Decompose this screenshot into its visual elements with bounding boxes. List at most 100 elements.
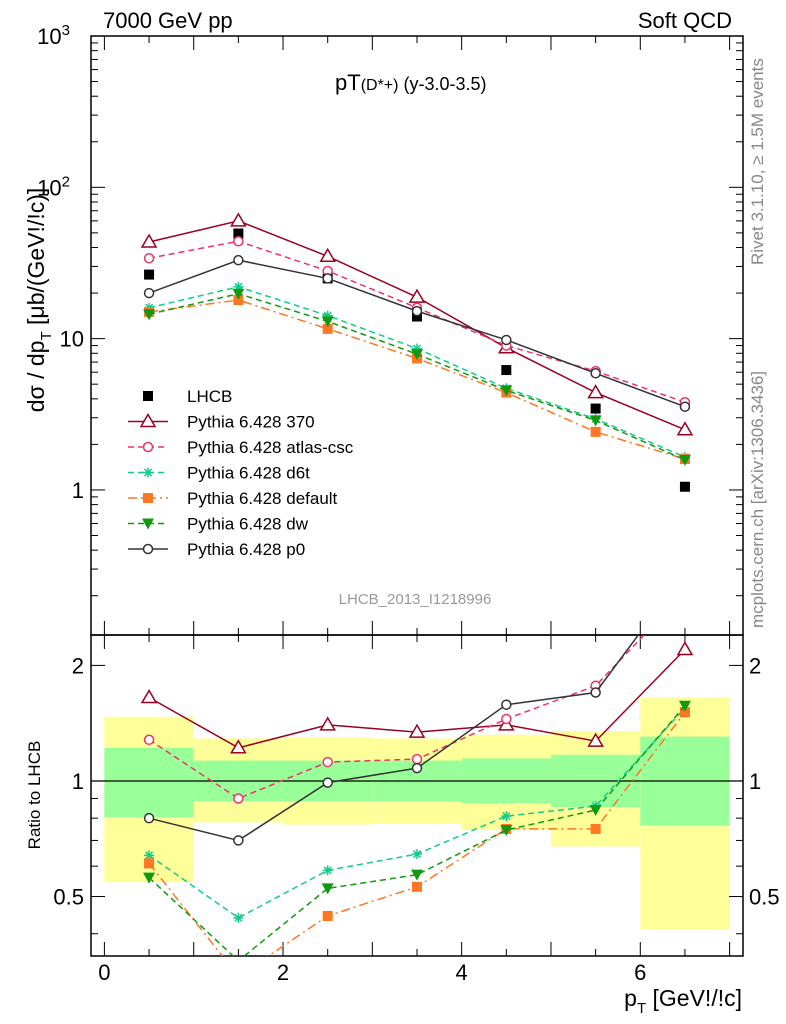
data-point-pythia-6-428-370-1 bbox=[230, 212, 247, 227]
plot-title-main: pT bbox=[335, 70, 361, 95]
ratio-point-pythia-6-428-dw-5 bbox=[589, 805, 602, 817]
ratio-point-pythia-6-428-d6t-1-stroke bbox=[234, 913, 243, 922]
ratio-y-tick-label-right: 0.5 bbox=[749, 885, 780, 910]
ratio-point-pythia-6-428-atlas-csc-0 bbox=[143, 734, 155, 746]
ratio-point-pythia-6-428-dw-4 bbox=[500, 825, 513, 837]
data-point-lhcb-6 bbox=[679, 481, 690, 492]
data-point-pythia-6-428-atlas-csc-0 bbox=[143, 252, 155, 264]
x-tick-label: 0 bbox=[98, 960, 110, 985]
legend-marker-pythia-6-428-p0 bbox=[142, 543, 154, 555]
ratio-point-pythia-6-428-default-6 bbox=[679, 707, 690, 718]
main-ylabel-unit: [μb/(GeV!/!c)] bbox=[23, 188, 49, 332]
ratio-point-pythia-6-428-p0-5 bbox=[590, 687, 601, 698]
ratio-point-pythia-6-428-atlas-csc-2 bbox=[322, 756, 333, 768]
plot-title: pT(D*+) (y-3.0-3.5) bbox=[335, 70, 487, 95]
ratio-y-tick-label: 1 bbox=[72, 769, 84, 794]
ratio-point-pythia-6-428-p0-0 bbox=[143, 812, 155, 824]
data-point-lhcb-0 bbox=[144, 269, 155, 280]
data-point-lhcb-4 bbox=[501, 365, 512, 376]
data-point-lhcb-3 bbox=[412, 311, 422, 322]
series-line-pythia-6-428-p0 bbox=[148, 259, 686, 408]
data-point-pythia-6-428-370-2 bbox=[319, 247, 336, 263]
band-green-0 bbox=[104, 747, 194, 818]
legend-marker-pythia-6-428-d6t-stroke bbox=[143, 468, 153, 477]
ratio-point-pythia-6-428-default-2 bbox=[322, 910, 333, 921]
data-point-pythia-6-428-default-1 bbox=[233, 295, 244, 306]
main-series bbox=[140, 212, 694, 492]
series-pythia-6-428-dw bbox=[143, 288, 691, 466]
ratio-point-pythia-6-428-d6t-1 bbox=[233, 912, 244, 923]
x-axis-label-sub: T bbox=[637, 1000, 646, 1017]
data-point-pythia-6-428-atlas-csc-1 bbox=[233, 236, 244, 247]
legend-entry-pythia-6-428-atlas-csc: Pythia 6.428 atlas-csc bbox=[128, 438, 354, 457]
ratio-point-pythia-6-428-d6t-0-stroke bbox=[144, 851, 154, 860]
ratio-point-pythia-6-428-370-6 bbox=[676, 641, 694, 656]
ratio-point-pythia-6-428-default-1 bbox=[233, 971, 243, 981]
data-point-pythia-6-428-370-5 bbox=[587, 384, 604, 399]
x-tick-label: 2 bbox=[277, 960, 289, 985]
ratio-point-pythia-6-428-dw-6 bbox=[678, 700, 691, 712]
ratio-series bbox=[140, 568, 694, 981]
x-tick-label: 4 bbox=[456, 960, 468, 985]
analysis-tag: LHCB_2013_I1218996 bbox=[339, 591, 492, 608]
data-point-lhcb-5 bbox=[590, 403, 601, 414]
ratio-series-pythia-6-428-dw bbox=[143, 700, 691, 956]
plot-title-tail: (y-3.0-3.5) bbox=[398, 74, 486, 94]
x-axis-label-text: p bbox=[624, 985, 637, 1011]
rivet-label: Rivet 3.1.10, ≥ 1.5M events bbox=[748, 58, 767, 265]
svg-text:dσ / dpT [μb/(GeV!/!c)]: dσ / dpT [μb/(GeV!/!c)] bbox=[23, 188, 55, 413]
mcplots-label-wrap: mcplots.cern.ch [arXiv:1306.3436] bbox=[748, 371, 767, 628]
ratio-point-pythia-6-428-p0-4 bbox=[501, 699, 512, 710]
main-y-tick-label: 103 bbox=[37, 22, 70, 49]
x-axis-label-unit: [GeV!/!c] bbox=[646, 985, 742, 1011]
main-ylabel: dσ / dpT [μb/(GeV!/!c)] bbox=[23, 188, 55, 413]
ratio-point-pythia-6-428-atlas-csc-3 bbox=[411, 753, 423, 765]
ratio-point-pythia-6-428-p0-3 bbox=[411, 762, 423, 774]
main-y-tick-label: 10 bbox=[60, 327, 84, 352]
plot-title-paren: (D*+) bbox=[361, 77, 399, 94]
ratio-point-pythia-6-428-d6t-4 bbox=[501, 811, 512, 822]
ratio-point-pythia-6-428-d6t-4-stroke bbox=[502, 812, 511, 821]
ratio-point-pythia-6-428-default-0 bbox=[144, 858, 155, 869]
legend-label-pythia-6-428-atlas-csc: Pythia 6.428 atlas-csc bbox=[187, 438, 354, 457]
data-point-pythia-6-428-dw-6 bbox=[678, 454, 691, 466]
data-point-pythia-6-428-p0-5 bbox=[590, 368, 601, 379]
ratio-point-pythia-6-428-370-0 bbox=[140, 688, 158, 704]
ratio-point-pythia-6-428-370-1 bbox=[230, 739, 247, 754]
ratio-y-tick-label-right: 1 bbox=[749, 769, 761, 794]
ratio-ylabel-text: Ratio to LHCB bbox=[25, 741, 44, 850]
ratio-point-pythia-6-428-d6t-3 bbox=[412, 849, 422, 860]
ratio-point-pythia-6-428-default-5 bbox=[590, 823, 601, 834]
data-point-pythia-6-428-p0-3 bbox=[411, 305, 423, 317]
ratio-point-pythia-6-428-dw-2 bbox=[321, 883, 334, 895]
ratio-point-pythia-6-428-d6t-3-stroke bbox=[412, 850, 422, 859]
axes: 0 2 4 6 1 10 102 103 0.5 0.5 1 1 2 2 bbox=[37, 22, 779, 985]
ratio-point-pythia-6-428-d6t-2 bbox=[322, 865, 333, 876]
ratio-point-pythia-6-428-default-3 bbox=[412, 881, 422, 892]
header-right: Soft QCD bbox=[638, 8, 732, 33]
ratio-point-pythia-6-428-p0-6 bbox=[680, 568, 689, 577]
data-point-pythia-6-428-p0-6 bbox=[679, 401, 691, 412]
legend-entry-pythia-6-428-default: Pythia 6.428 default bbox=[128, 489, 338, 508]
ratio-point-pythia-6-428-370-2 bbox=[319, 716, 336, 731]
data-point-pythia-6-428-default-5 bbox=[590, 426, 601, 437]
legend-entry-pythia-6-428-p0: Pythia 6.428 p0 bbox=[128, 540, 305, 559]
ratio-point-pythia-6-428-370-5 bbox=[587, 732, 604, 747]
legend-label-pythia-6-428-d6t: Pythia 6.428 d6t bbox=[187, 464, 310, 483]
x-axis-label: pT [GeV!/!c] bbox=[624, 985, 742, 1017]
legend-label-pythia-6-428-p0: Pythia 6.428 p0 bbox=[187, 540, 305, 559]
data-point-pythia-6-428-dw-1 bbox=[232, 288, 245, 300]
main-y-tick-label: 102 bbox=[37, 173, 70, 200]
series-pythia-6-428-atlas-csc bbox=[143, 236, 691, 408]
legend-entry-pythia-6-428-d6t: Pythia 6.428 d6t bbox=[128, 464, 310, 483]
ratio-point-pythia-6-428-dw-3 bbox=[411, 869, 423, 881]
data-point-pythia-6-428-p0-0 bbox=[143, 287, 155, 299]
legend-marker-pythia-6-428-370 bbox=[139, 413, 157, 428]
data-point-pythia-6-428-dw-0 bbox=[143, 309, 156, 321]
series-pythia-6-428-p0 bbox=[143, 254, 691, 412]
ratio-series-pythia-6-428-370 bbox=[140, 641, 694, 754]
legend-label-pythia-6-428-370: Pythia 6.428 370 bbox=[187, 413, 315, 432]
rivet-label-wrap: Rivet 3.1.10, ≥ 1.5M events bbox=[748, 58, 767, 265]
ratio-y-tick-label-right: 2 bbox=[749, 653, 761, 678]
main-ylabel-sub: T bbox=[38, 331, 55, 340]
